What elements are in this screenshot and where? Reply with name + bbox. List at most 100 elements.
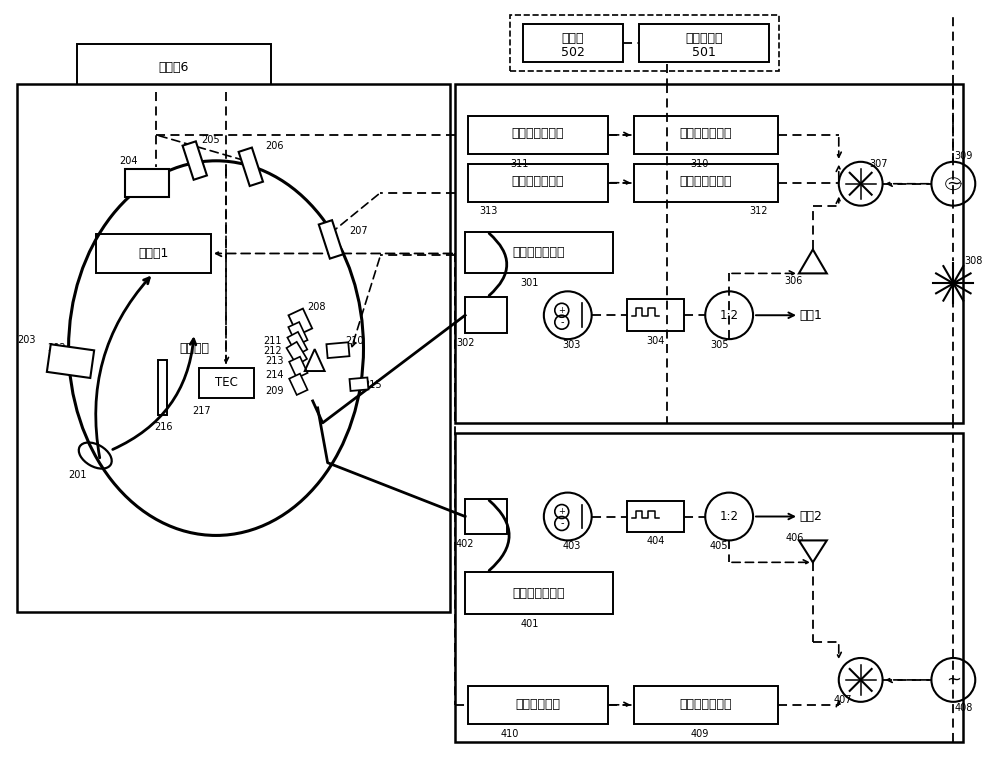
Text: 211: 211 — [264, 336, 282, 346]
Text: 第一比例积分器: 第一比例积分器 — [679, 127, 732, 140]
Bar — [288, 322, 308, 345]
Bar — [468, 164, 608, 201]
Text: 306: 306 — [785, 276, 803, 286]
Bar — [96, 233, 211, 273]
Text: 203: 203 — [18, 335, 36, 345]
Bar — [350, 378, 368, 391]
Bar — [634, 686, 778, 724]
Text: 309: 309 — [954, 151, 972, 161]
Bar — [125, 169, 169, 197]
Text: 303: 303 — [563, 340, 581, 350]
Bar — [326, 343, 349, 358]
Text: 1:2: 1:2 — [720, 309, 739, 322]
Text: +: + — [558, 507, 565, 516]
Text: 407: 407 — [833, 695, 852, 705]
Text: 312: 312 — [750, 205, 768, 216]
Text: 212: 212 — [264, 346, 282, 356]
Bar — [288, 308, 312, 335]
Text: 第一参考激光器: 第一参考激光器 — [513, 246, 565, 259]
Text: ~: ~ — [946, 175, 961, 193]
Text: 401: 401 — [521, 619, 539, 629]
Text: 204: 204 — [120, 156, 138, 166]
Text: 温控器6: 温控器6 — [158, 60, 188, 74]
Text: 计算机: 计算机 — [561, 32, 584, 45]
Text: 406: 406 — [786, 533, 804, 543]
Text: 206: 206 — [265, 141, 284, 151]
Bar — [468, 116, 608, 154]
Text: 205: 205 — [201, 135, 220, 145]
Bar — [523, 24, 623, 62]
Text: 308: 308 — [964, 256, 982, 266]
Bar — [199, 368, 254, 398]
Text: 302: 302 — [456, 338, 474, 348]
Bar — [289, 374, 308, 395]
Bar — [286, 342, 307, 365]
Bar — [465, 498, 507, 534]
Bar — [465, 231, 613, 273]
Bar — [465, 298, 507, 333]
Text: 泵浦源驱动器: 泵浦源驱动器 — [515, 698, 560, 711]
Text: ~: ~ — [946, 671, 961, 689]
Text: 第二高压驱动器: 第二高压驱动器 — [512, 175, 564, 188]
Text: -: - — [560, 519, 564, 529]
Text: 217: 217 — [192, 406, 210, 416]
Text: 第一高压驱动器: 第一高压驱动器 — [512, 127, 564, 140]
Text: 307: 307 — [869, 159, 888, 169]
Text: 410: 410 — [501, 729, 519, 739]
Text: 405: 405 — [710, 542, 728, 552]
Bar — [17, 84, 450, 612]
Text: 215: 215 — [363, 380, 382, 390]
Text: 216: 216 — [154, 422, 172, 432]
Text: 213: 213 — [266, 356, 284, 366]
Bar — [468, 686, 608, 724]
Text: 214: 214 — [266, 370, 284, 380]
Bar — [627, 299, 684, 331]
Bar — [465, 572, 613, 614]
Text: -: - — [560, 317, 564, 327]
Text: 408: 408 — [954, 703, 972, 713]
Text: 泵浦源1: 泵浦源1 — [138, 247, 168, 260]
Bar — [289, 357, 308, 378]
Text: SA: SA — [63, 352, 79, 365]
Text: TEC: TEC — [215, 376, 237, 389]
Text: 1:2: 1:2 — [720, 510, 739, 523]
Text: 第二参考激光器: 第二参考激光器 — [513, 587, 565, 600]
Text: +: + — [558, 306, 565, 315]
Bar — [287, 332, 307, 355]
Bar — [634, 164, 778, 201]
Text: 210: 210 — [345, 336, 364, 346]
Bar — [158, 360, 167, 415]
Text: 209: 209 — [266, 386, 284, 396]
Bar — [77, 44, 271, 92]
Text: 501: 501 — [692, 46, 716, 59]
Bar — [455, 84, 963, 423]
Text: 409: 409 — [690, 729, 708, 739]
Text: 301: 301 — [521, 278, 539, 288]
Text: 数据采集卡: 数据采集卡 — [686, 32, 723, 45]
Text: 208: 208 — [307, 302, 326, 312]
Text: 310: 310 — [690, 159, 708, 169]
Text: 实验应用: 实验应用 — [179, 342, 209, 355]
Text: 402: 402 — [456, 539, 474, 549]
Text: 305: 305 — [710, 340, 728, 350]
Text: 第二比例积分器: 第二比例积分器 — [679, 175, 732, 188]
Bar — [510, 15, 779, 71]
Bar — [627, 501, 684, 533]
Text: 201: 201 — [68, 471, 87, 481]
Bar — [183, 141, 207, 180]
Text: 311: 311 — [511, 159, 529, 169]
Bar — [319, 221, 343, 259]
Text: 313: 313 — [479, 205, 497, 216]
Text: 监视2: 监视2 — [799, 510, 822, 523]
Bar — [634, 116, 778, 154]
Text: 第三比例积分器: 第三比例积分器 — [679, 698, 732, 711]
Text: 403: 403 — [563, 542, 581, 552]
Text: 202: 202 — [47, 343, 66, 353]
Bar — [239, 147, 263, 186]
Text: 502: 502 — [561, 46, 585, 59]
Text: 监视1: 监视1 — [799, 309, 822, 322]
Bar — [455, 433, 963, 742]
Text: 207: 207 — [349, 226, 368, 236]
Text: 304: 304 — [646, 336, 665, 346]
Bar — [639, 24, 769, 62]
